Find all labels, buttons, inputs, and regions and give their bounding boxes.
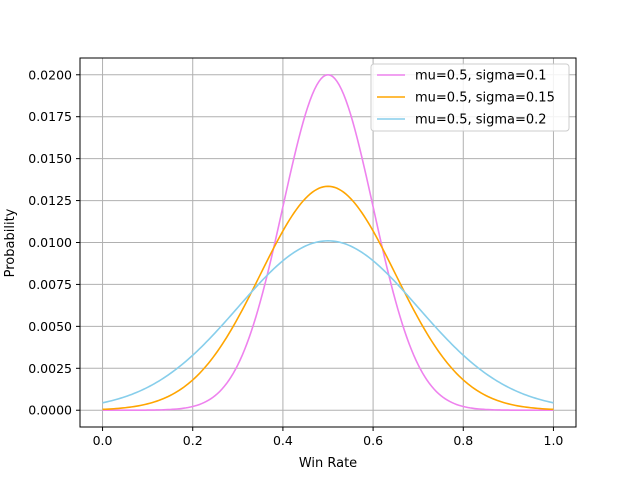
legend-label: mu=0.5, sigma=0.2 xyxy=(415,113,547,128)
x-tick-label: 0.0 xyxy=(93,433,113,448)
x-tick-label: 0.8 xyxy=(453,433,473,448)
x-tick-label: 0.6 xyxy=(363,433,383,448)
y-tick-label: 0.0050 xyxy=(28,319,72,334)
y-tick-label: 0.0025 xyxy=(28,361,72,376)
y-tick-label: 0.0125 xyxy=(28,193,72,208)
legend-box xyxy=(370,63,570,132)
legend-label: mu=0.5, sigma=0.15 xyxy=(415,91,555,106)
series-line-1 xyxy=(102,73,554,412)
series-line-3 xyxy=(102,240,554,404)
y-tick-label: 0.0100 xyxy=(28,235,72,250)
y-tick-label: 0.0200 xyxy=(28,67,72,82)
series-layer xyxy=(102,73,554,412)
y-tick-label: 0.0075 xyxy=(28,277,72,292)
x-tick-label: 0.4 xyxy=(273,433,293,448)
legend-label: mu=0.5, sigma=0.1 xyxy=(415,69,547,84)
x-tick-label: 0.2 xyxy=(183,433,203,448)
legend: mu=0.5, sigma=0.1 mu=0.5, sigma=0.15 mu=0.… xyxy=(370,63,570,132)
y-tick-label: 0.0175 xyxy=(28,109,72,124)
y-tick-label: 0.0000 xyxy=(28,403,72,418)
ticks-layer: 0.0 0.2 0.4 0.6 0.8 1.0 0.0000 0.0025 0.0050 0.00… xyxy=(28,67,563,448)
x-tick-label: 1.0 xyxy=(544,433,564,448)
y-tick-label: 0.0150 xyxy=(28,151,72,166)
x-axis-label: Win Rate xyxy=(299,456,357,471)
series-line-2 xyxy=(102,185,554,411)
y-axis-label: Probability xyxy=(3,208,18,277)
